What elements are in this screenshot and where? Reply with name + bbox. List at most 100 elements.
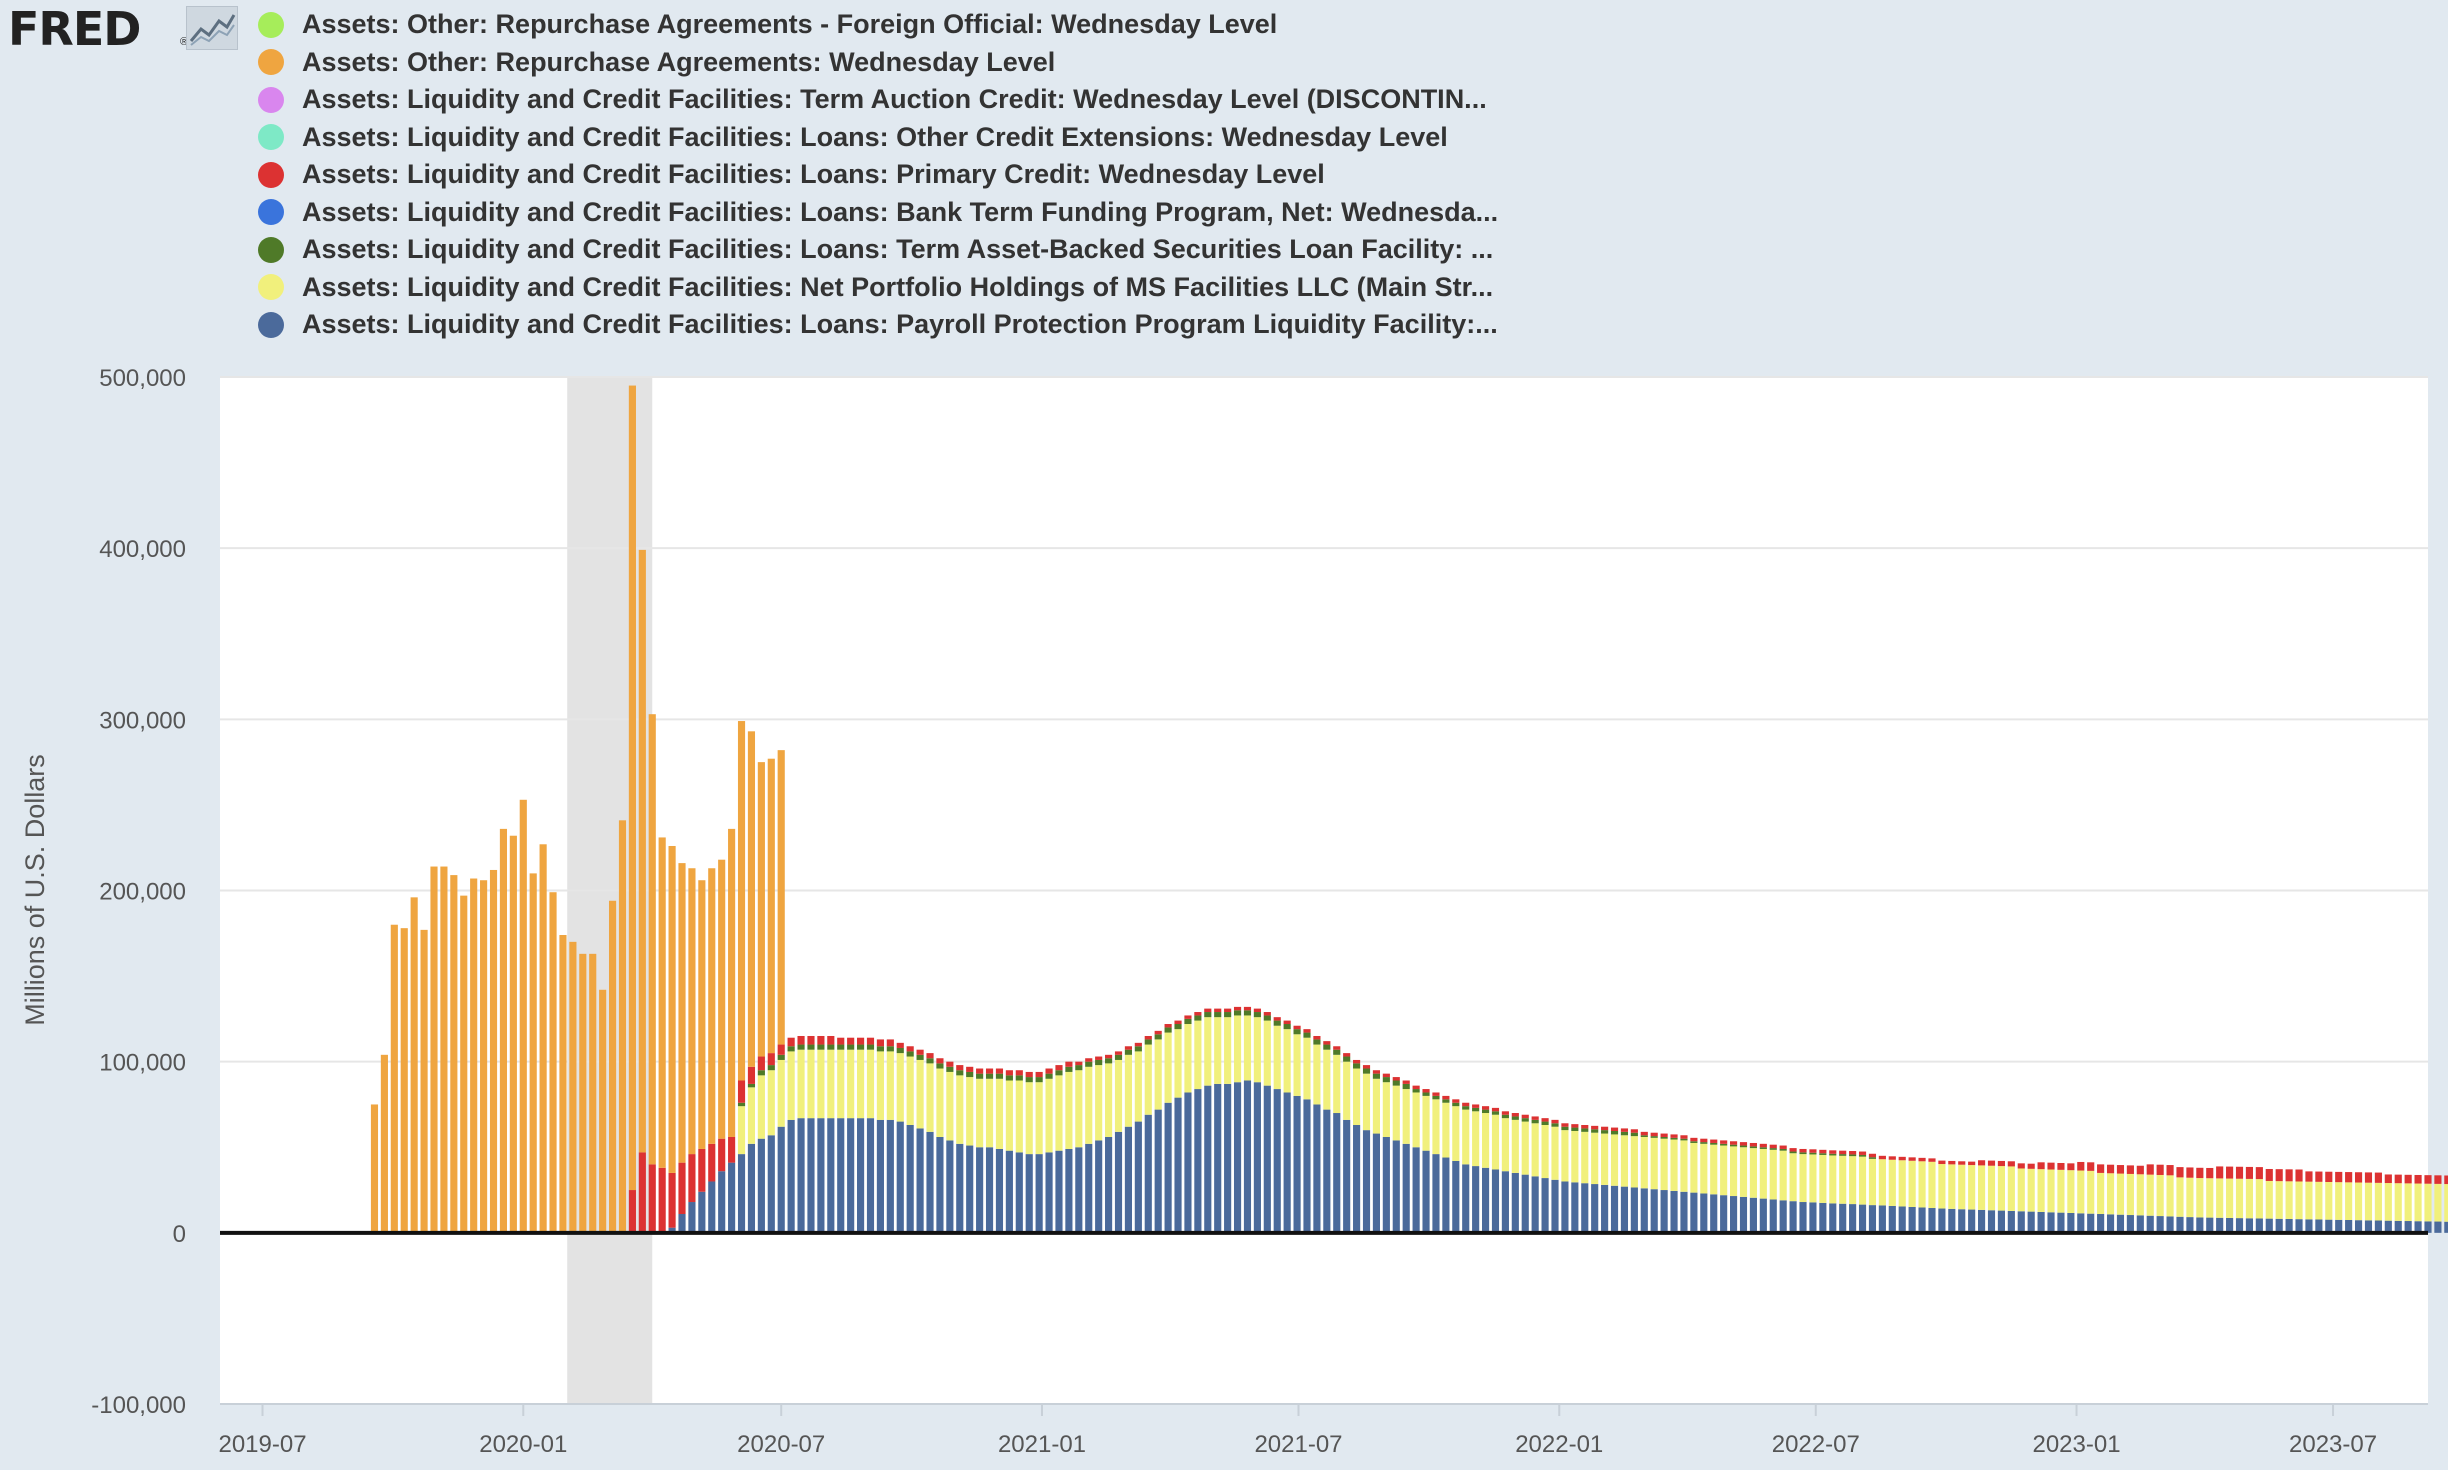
registered-mark: ® bbox=[180, 36, 189, 48]
bar-segment bbox=[2087, 1162, 2095, 1171]
bar-segment bbox=[1531, 1123, 1539, 1177]
bar-segment bbox=[976, 1073, 984, 1079]
bar-segment bbox=[608, 900, 617, 1233]
bar-segment bbox=[1541, 1121, 1549, 1125]
bar-segment bbox=[2027, 1163, 2035, 1169]
bar-segment bbox=[1531, 1116, 1539, 1120]
legend-item[interactable]: Assets: Liquidity and Credit Facilities:… bbox=[258, 156, 1498, 194]
bar-segment bbox=[1442, 1099, 1450, 1103]
bar-segment bbox=[985, 1147, 994, 1233]
fred-logo[interactable]: FRED bbox=[8, 2, 141, 56]
bar-segment bbox=[1233, 1082, 1242, 1233]
bar-segment bbox=[1561, 1130, 1569, 1182]
bar-segment bbox=[658, 837, 666, 1168]
bar-segment bbox=[966, 1077, 974, 1146]
bar-segment bbox=[956, 1065, 964, 1071]
bar-segment bbox=[926, 1053, 934, 1059]
bar-segment bbox=[2156, 1174, 2164, 1217]
bar-segment bbox=[767, 758, 775, 1054]
bar-segment bbox=[1720, 1145, 1728, 1196]
bar-segment bbox=[410, 897, 418, 1233]
bar-segment bbox=[2196, 1167, 2204, 1179]
bar-segment bbox=[1521, 1121, 1529, 1175]
bar-segment bbox=[1184, 1024, 1192, 1093]
legend-item[interactable]: Assets: Liquidity and Credit Facilities:… bbox=[258, 119, 1498, 157]
bar-segment bbox=[2404, 1174, 2412, 1184]
bar-segment bbox=[2007, 1210, 2015, 1233]
bar-segment bbox=[1720, 1140, 1728, 1144]
bar-segment bbox=[2007, 1161, 2015, 1167]
bar-segment bbox=[1194, 1020, 1202, 1090]
bar-segment bbox=[1402, 1083, 1410, 1090]
bar-segment bbox=[1660, 1138, 1668, 1191]
legend-item[interactable]: Assets: Liquidity and Credit Facilities:… bbox=[258, 194, 1498, 232]
bar-segment bbox=[1174, 1097, 1182, 1233]
bar-segment bbox=[797, 1118, 805, 1233]
bar-segment bbox=[1551, 1119, 1559, 1124]
bar-segment bbox=[2047, 1212, 2055, 1233]
legend-item[interactable]: Assets: Liquidity and Credit Facilities:… bbox=[258, 306, 1498, 344]
bar-segment bbox=[2176, 1167, 2184, 1178]
bar-segment bbox=[2166, 1216, 2174, 1233]
bar-segment bbox=[1978, 1160, 1986, 1166]
bar-segment bbox=[1918, 1161, 1926, 1208]
x-tick-label: 2019-07 bbox=[218, 1431, 306, 1458]
bar-segment bbox=[1819, 1154, 1827, 1203]
bar-segment bbox=[1085, 1061, 1093, 1067]
bar-segment bbox=[1789, 1148, 1797, 1152]
legend-item[interactable]: Assets: Liquidity and Credit Facilities:… bbox=[258, 231, 1498, 269]
bar-segment bbox=[906, 1046, 914, 1052]
bar-segment bbox=[1233, 1010, 1242, 1016]
legend-item[interactable]: Assets: Other: Repurchase Agreements - F… bbox=[258, 6, 1498, 44]
bar-segment bbox=[2057, 1169, 2065, 1213]
bar-segment bbox=[1839, 1150, 1847, 1155]
legend-item[interactable]: Assets: Other: Repurchase Agreements: We… bbox=[258, 44, 1498, 82]
bar-segment bbox=[1095, 1056, 1103, 1060]
bar-segment bbox=[2394, 1220, 2402, 1233]
bar-segment bbox=[797, 1044, 805, 1050]
bar-segment bbox=[1610, 1130, 1619, 1135]
bar-segment bbox=[1065, 1061, 1073, 1067]
bar-segment bbox=[1353, 1124, 1361, 1233]
y-tick-label: 0 bbox=[173, 1221, 186, 1248]
bar-segment bbox=[1829, 1153, 1837, 1156]
bar-segment bbox=[2226, 1178, 2234, 1218]
bar-segment bbox=[1601, 1130, 1609, 1134]
bar-segment bbox=[827, 1035, 835, 1045]
bar-segment bbox=[1174, 1020, 1182, 1025]
bar-segment bbox=[857, 1044, 865, 1050]
bar-segment bbox=[1839, 1203, 1847, 1233]
bar-segment bbox=[2106, 1173, 2115, 1215]
bar-segment bbox=[896, 1053, 904, 1122]
bar-segment bbox=[678, 1162, 686, 1215]
bar-segment bbox=[757, 1070, 765, 1076]
bar-segment bbox=[708, 868, 716, 1144]
legend-item[interactable]: Assets: Liquidity and Credit Facilities:… bbox=[258, 81, 1498, 119]
bar-segment bbox=[737, 1102, 746, 1107]
bar-segment bbox=[1551, 1123, 1559, 1127]
bar-segment bbox=[817, 1035, 825, 1045]
bar-segment bbox=[1541, 1124, 1549, 1179]
bar-segment bbox=[1849, 1156, 1857, 1205]
bar-segment bbox=[876, 1039, 884, 1047]
bar-segment bbox=[1045, 1073, 1053, 1079]
bar-segment bbox=[1124, 1049, 1132, 1055]
legend-item[interactable]: Assets: Liquidity and Credit Facilities:… bbox=[258, 269, 1498, 307]
bar-segment bbox=[1323, 1109, 1331, 1233]
bar-segment bbox=[1144, 1044, 1152, 1115]
bar-segment bbox=[757, 1075, 765, 1139]
bar-segment bbox=[1888, 1156, 1896, 1160]
bar-segment bbox=[1293, 1034, 1301, 1096]
bar-segment bbox=[2384, 1220, 2392, 1233]
bar-segment bbox=[1412, 1147, 1420, 1233]
bar-segment bbox=[2444, 1184, 2448, 1222]
bar-segment bbox=[747, 1066, 756, 1084]
bar-segment bbox=[708, 1143, 716, 1182]
bar-segment bbox=[728, 1162, 736, 1233]
bar-segment bbox=[2354, 1220, 2363, 1233]
bar-segment bbox=[2146, 1174, 2154, 1216]
bar-segment bbox=[1987, 1165, 1996, 1211]
bar-segment bbox=[737, 1154, 746, 1233]
bar-segment bbox=[737, 1106, 746, 1155]
